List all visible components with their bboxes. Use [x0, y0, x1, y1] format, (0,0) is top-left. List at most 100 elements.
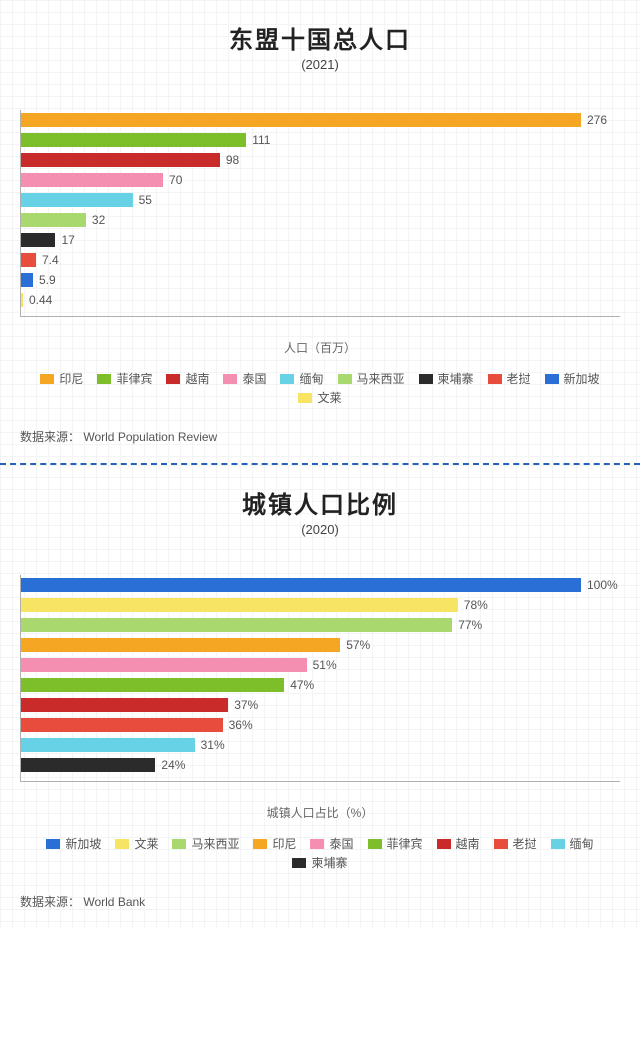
legend-item: 老挝: [488, 370, 531, 387]
bar-value-label: 36%: [229, 718, 253, 732]
legend-label: 马来西亚: [357, 370, 405, 387]
legend-item: 越南: [166, 370, 209, 387]
bar: [21, 618, 452, 632]
bar: [21, 598, 458, 612]
legend-label: 缅甸: [299, 370, 323, 387]
chart2-subtitle: (2020): [20, 522, 620, 537]
legend-swatch: [488, 374, 502, 384]
bar-row: 77%: [21, 615, 620, 635]
bar-value-label: 51%: [313, 658, 337, 672]
legend-item: 印尼: [253, 835, 296, 852]
chart1-source: 数据来源： World Population Review: [20, 428, 620, 445]
legend-item: 菲律宾: [368, 835, 423, 852]
bar-row: 32: [21, 210, 620, 230]
bar-row: 36%: [21, 715, 620, 735]
legend-item: 老挝: [494, 835, 537, 852]
bar: [21, 173, 163, 187]
bar: [21, 153, 220, 167]
legend-swatch: [545, 374, 559, 384]
legend-swatch: [494, 839, 508, 849]
bar: [21, 698, 228, 712]
chart1-legend: 印尼 菲律宾越南泰国 缅甸 马来西亚 柬埔寨 老挝 新加坡文莱: [20, 370, 620, 406]
bar: [21, 113, 581, 127]
legend-label: 文莱: [317, 389, 341, 406]
legend-item: 菲律宾: [97, 370, 152, 387]
bar: [21, 578, 581, 592]
legend-label: 老挝: [513, 835, 537, 852]
legend-swatch: [292, 858, 306, 868]
chart2-x-axis-label: 城镇人口占比（%）: [20, 804, 620, 821]
legend-item: 泰国: [223, 370, 266, 387]
bar-row: 24%: [21, 755, 620, 775]
bar-value-label: 111: [252, 133, 270, 147]
legend-item: 柬埔寨: [419, 370, 474, 387]
legend-label: 印尼: [59, 370, 83, 387]
chart2-legend: 新加坡文莱马来西亚印尼泰国菲律宾越南老挝缅甸柬埔寨: [20, 835, 620, 871]
bar-row: 51%: [21, 655, 620, 675]
legend-label: 马来西亚: [191, 835, 239, 852]
legend-label: 新加坡: [564, 370, 600, 387]
legend-label: 菲律宾: [116, 370, 152, 387]
source-prefix: 数据来源：: [20, 430, 80, 444]
bar: [21, 273, 33, 287]
source-prefix: 数据来源：: [20, 895, 80, 909]
legend-label: 越南: [456, 835, 480, 852]
bar: [21, 638, 340, 652]
legend-item: 缅甸: [551, 835, 594, 852]
bar: [21, 133, 246, 147]
chart1-plot: 27611198705532177.45.90.44: [20, 110, 620, 317]
legend-item: 新加坡: [545, 370, 600, 387]
bar: [21, 678, 284, 692]
bar-value-label: 32: [92, 213, 105, 227]
legend-item: 马来西亚: [172, 835, 239, 852]
bar-row: 47%: [21, 675, 620, 695]
legend-swatch: [46, 839, 60, 849]
bar-row: 37%: [21, 695, 620, 715]
legend-label: 印尼: [272, 835, 296, 852]
legend-label: 老挝: [507, 370, 531, 387]
legend-swatch: [253, 839, 267, 849]
bar-value-label: 70: [169, 173, 182, 187]
source-name: World Bank: [83, 895, 145, 909]
bar-row: 57%: [21, 635, 620, 655]
bar-value-label: 57%: [346, 638, 370, 652]
bar-row: 7.4: [21, 250, 620, 270]
bar-row: 70: [21, 170, 620, 190]
bar-value-label: 276: [587, 113, 607, 127]
legend-swatch: [172, 839, 186, 849]
legend-item: 柬埔寨: [292, 854, 347, 871]
bar: [21, 193, 133, 207]
legend-swatch: [40, 374, 54, 384]
population-panel: 东盟十国总人口 (2021) 27611198705532177.45.90.4…: [0, 0, 640, 463]
legend-label: 柬埔寨: [311, 854, 347, 871]
bar-row: 276: [21, 110, 620, 130]
bar: [21, 718, 223, 732]
bar-value-label: 5.9: [39, 273, 56, 287]
legend-swatch: [368, 839, 382, 849]
legend-label: 文莱: [134, 835, 158, 852]
legend-swatch: [115, 839, 129, 849]
bar-value-label: 47%: [290, 678, 314, 692]
legend-swatch: [338, 374, 352, 384]
bar-value-label: 37%: [234, 698, 258, 712]
bar-row: 78%: [21, 595, 620, 615]
bar-value-label: 24%: [161, 758, 185, 772]
bar-value-label: 31%: [201, 738, 225, 752]
bar-row: 5.9: [21, 270, 620, 290]
legend-item: 缅甸: [280, 370, 323, 387]
chart2-source: 数据来源： World Bank: [20, 893, 620, 910]
bar-value-label: 0.44: [29, 293, 52, 307]
legend-label: 柬埔寨: [438, 370, 474, 387]
bar: [21, 658, 307, 672]
bar-value-label: 55: [139, 193, 152, 207]
bar-row: 0.44: [21, 290, 620, 310]
bar: [21, 758, 155, 772]
legend-item: 文莱: [298, 389, 341, 406]
legend-swatch: [298, 393, 312, 403]
chart1-x-axis-label: 人口（百万）: [20, 339, 620, 356]
source-name: World Population Review: [83, 430, 217, 444]
chart1-subtitle: (2021): [20, 57, 620, 72]
legend-swatch: [419, 374, 433, 384]
bar-row: 100%: [21, 575, 620, 595]
bar: [21, 213, 86, 227]
